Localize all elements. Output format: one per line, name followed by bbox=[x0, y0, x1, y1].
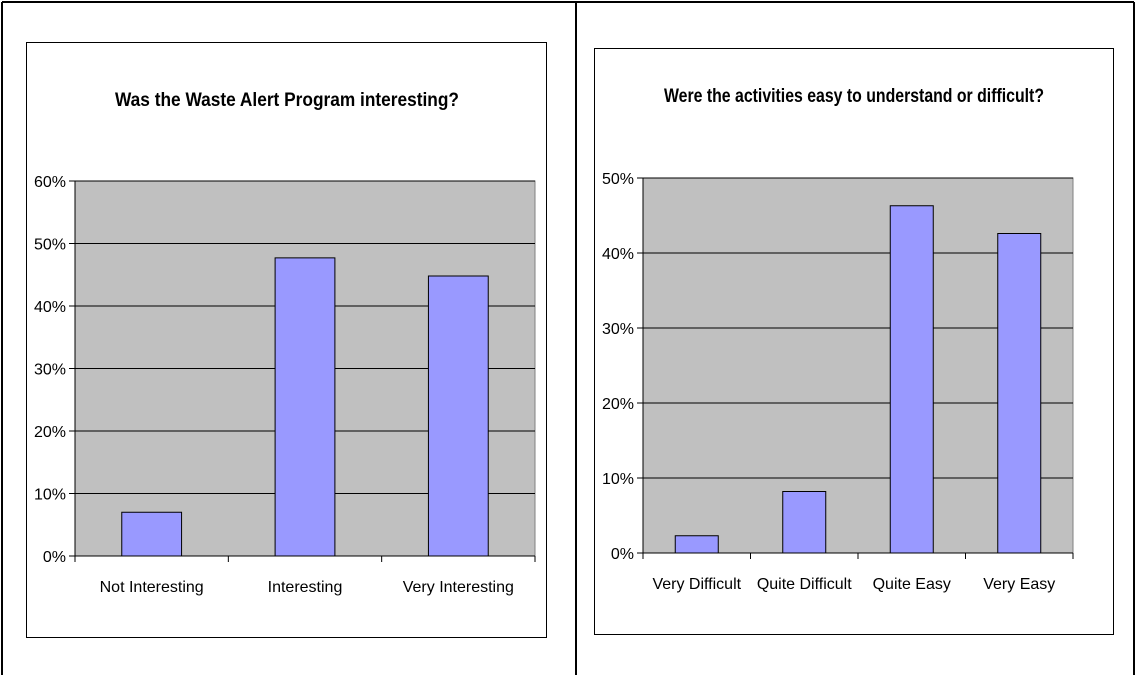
y-tick-label: 60% bbox=[34, 174, 66, 191]
y-tick-label: 50% bbox=[602, 171, 634, 188]
y-tick-label: 40% bbox=[34, 299, 66, 316]
y-tick-label: 30% bbox=[602, 321, 634, 338]
x-tick-label: Very Difficult bbox=[652, 576, 741, 593]
x-tick-label: Quite Difficult bbox=[757, 576, 852, 593]
y-tick-label: 50% bbox=[34, 237, 66, 254]
chart-title: Were the activities easy to understand o… bbox=[664, 86, 1044, 107]
chart-1-svg: Was the Waste Alert Program interesting?… bbox=[34, 90, 536, 596]
bar-quite-difficult bbox=[782, 491, 827, 554]
y-tick-label: 10% bbox=[602, 471, 634, 488]
chart-2-svg: Were the activities easy to understand o… bbox=[602, 86, 1074, 593]
chart-2-frame: Were the activities easy to understand o… bbox=[594, 48, 1114, 635]
x-tick-label: Very Easy bbox=[983, 576, 1055, 593]
bar-very-interesting bbox=[427, 275, 489, 557]
x-tick-label: Interesting bbox=[268, 579, 343, 596]
bar-quite-easy bbox=[889, 205, 934, 554]
chart-1-frame: Was the Waste Alert Program interesting?… bbox=[26, 42, 547, 638]
y-tick-label: 30% bbox=[34, 362, 66, 379]
y-tick-label: 0% bbox=[43, 549, 66, 566]
x-tick-label: Not Interesting bbox=[100, 579, 204, 596]
y-tick-label: 0% bbox=[611, 546, 634, 563]
bar-interesting bbox=[274, 257, 336, 557]
bar-very-easy bbox=[997, 233, 1042, 554]
y-tick-label: 20% bbox=[34, 424, 66, 441]
bar-very-difficult bbox=[674, 535, 719, 554]
y-tick-label: 40% bbox=[602, 246, 634, 263]
bar-not-interesting bbox=[121, 511, 183, 557]
chart-title: Was the Waste Alert Program interesting? bbox=[115, 90, 459, 111]
y-tick-label: 20% bbox=[602, 396, 634, 413]
x-tick-label: Quite Easy bbox=[873, 576, 951, 593]
y-tick-label: 10% bbox=[34, 487, 66, 504]
x-tick-label: Very Interesting bbox=[403, 579, 514, 596]
